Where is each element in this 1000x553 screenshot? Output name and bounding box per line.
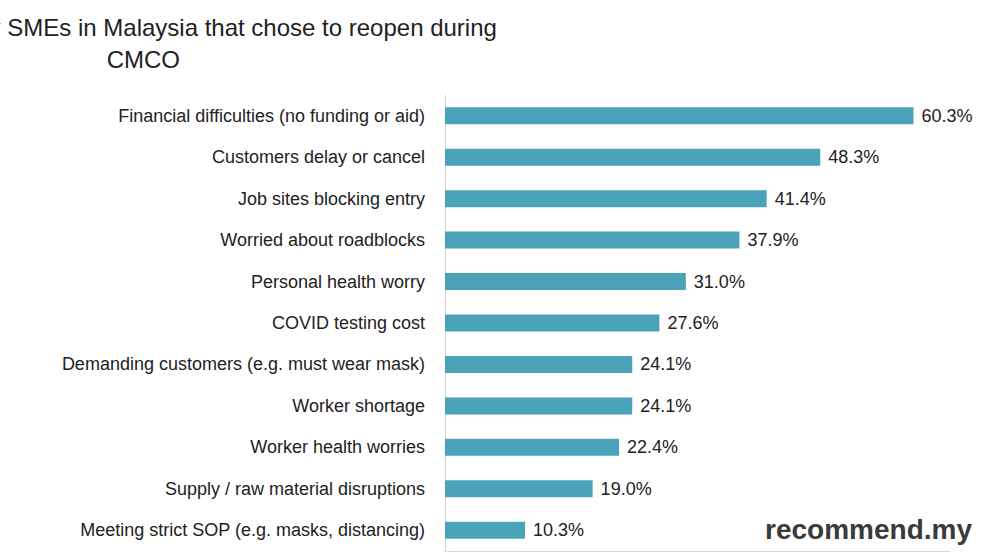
- svg-text:Worker shortage: Worker shortage: [292, 396, 425, 416]
- svg-text:37.9%: 37.9%: [747, 230, 798, 250]
- svg-text:Worried about roadblocks: Worried about roadblocks: [220, 230, 425, 250]
- svg-text:19.0%: 19.0%: [601, 479, 652, 499]
- svg-text:60.3%: 60.3%: [921, 106, 972, 126]
- svg-text:Job sites blocking entry: Job sites blocking entry: [238, 189, 425, 209]
- svg-text:48.3%: 48.3%: [828, 147, 879, 167]
- svg-text:Financial difficulties (no fun: Financial difficulties (no funding or ai…: [118, 106, 425, 126]
- svg-text:41.4%: 41.4%: [775, 189, 826, 209]
- svg-text:27.6%: 27.6%: [667, 313, 718, 333]
- svg-text:recommend.my: recommend.my: [765, 514, 972, 545]
- svg-text:24.1%: 24.1%: [640, 354, 691, 374]
- svg-text:COVID testing cost: COVID testing cost: [272, 313, 425, 333]
- svg-text:Personal health worry: Personal health worry: [251, 272, 425, 292]
- svg-text:22.4%: 22.4%: [627, 437, 678, 457]
- svg-text:Demanding customers (e.g. must: Demanding customers (e.g. must wear mask…: [62, 354, 425, 374]
- svg-text:Worker health worries: Worker health worries: [250, 437, 425, 457]
- svg-text:31.0%: 31.0%: [694, 272, 745, 292]
- svg-text:Customers delay or cancel: Customers delay or cancel: [212, 147, 425, 167]
- svg-text:Challenges faced by SMEs in Ma: Challenges faced by SMEs in Malaysia tha…: [0, 14, 497, 41]
- svg-text:10.3%: 10.3%: [533, 520, 584, 540]
- svg-text:CMCO: CMCO: [100, 46, 180, 73]
- svg-text:24.1%: 24.1%: [640, 396, 691, 416]
- svg-text:Supply / raw material disrupti: Supply / raw material disruptions: [165, 479, 425, 499]
- svg-text:Meeting strict SOP (e.g. masks: Meeting strict SOP (e.g. masks, distanci…: [80, 520, 425, 540]
